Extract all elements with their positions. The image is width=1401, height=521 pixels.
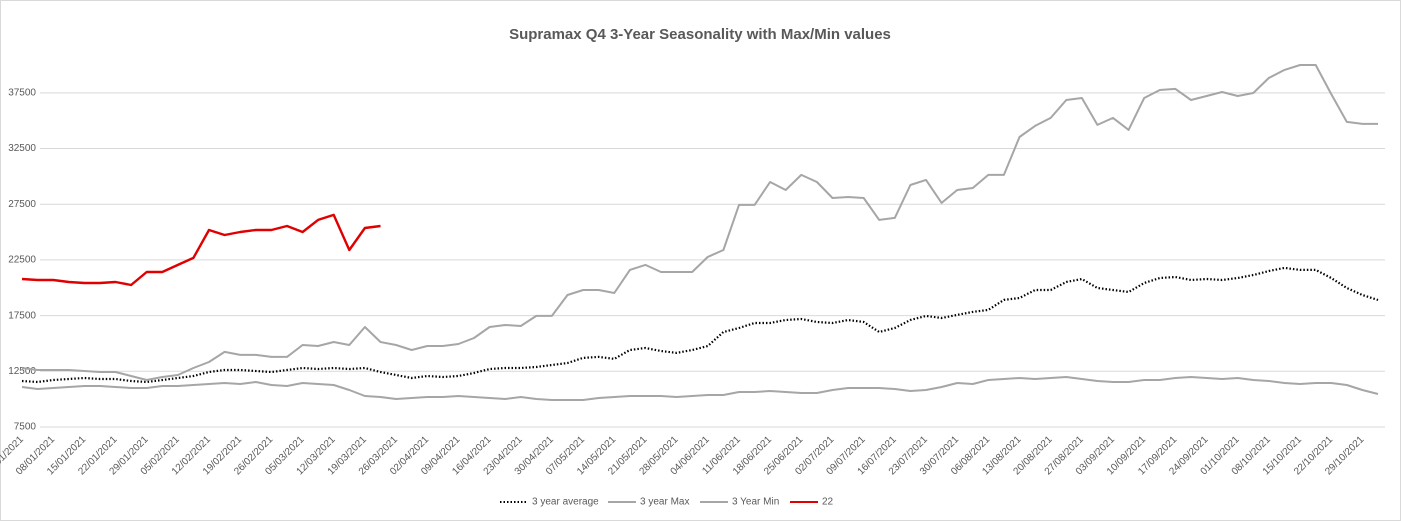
legend-label: 3 year Max bbox=[640, 497, 689, 508]
y-tick-label: 17500 bbox=[8, 310, 36, 321]
y-tick-label: 22500 bbox=[8, 255, 36, 266]
y-tick-label: 12500 bbox=[8, 366, 36, 377]
y-tick-label: 7500 bbox=[14, 422, 37, 433]
series-line bbox=[21, 376, 1379, 401]
legend-label: 3 year average bbox=[532, 497, 599, 508]
chart-title: Supramax Q4 3-Year Seasonality with Max/… bbox=[509, 26, 891, 43]
series-line bbox=[21, 213, 381, 287]
series-line bbox=[21, 64, 1378, 381]
series-line bbox=[21, 266, 1379, 384]
legend-label: 3 Year Min bbox=[732, 497, 779, 508]
y-tick-label: 37500 bbox=[8, 87, 36, 98]
y-tick-label: 27500 bbox=[8, 199, 36, 210]
legend-label: 22 bbox=[822, 497, 834, 508]
y-tick-label: 32500 bbox=[8, 143, 36, 154]
